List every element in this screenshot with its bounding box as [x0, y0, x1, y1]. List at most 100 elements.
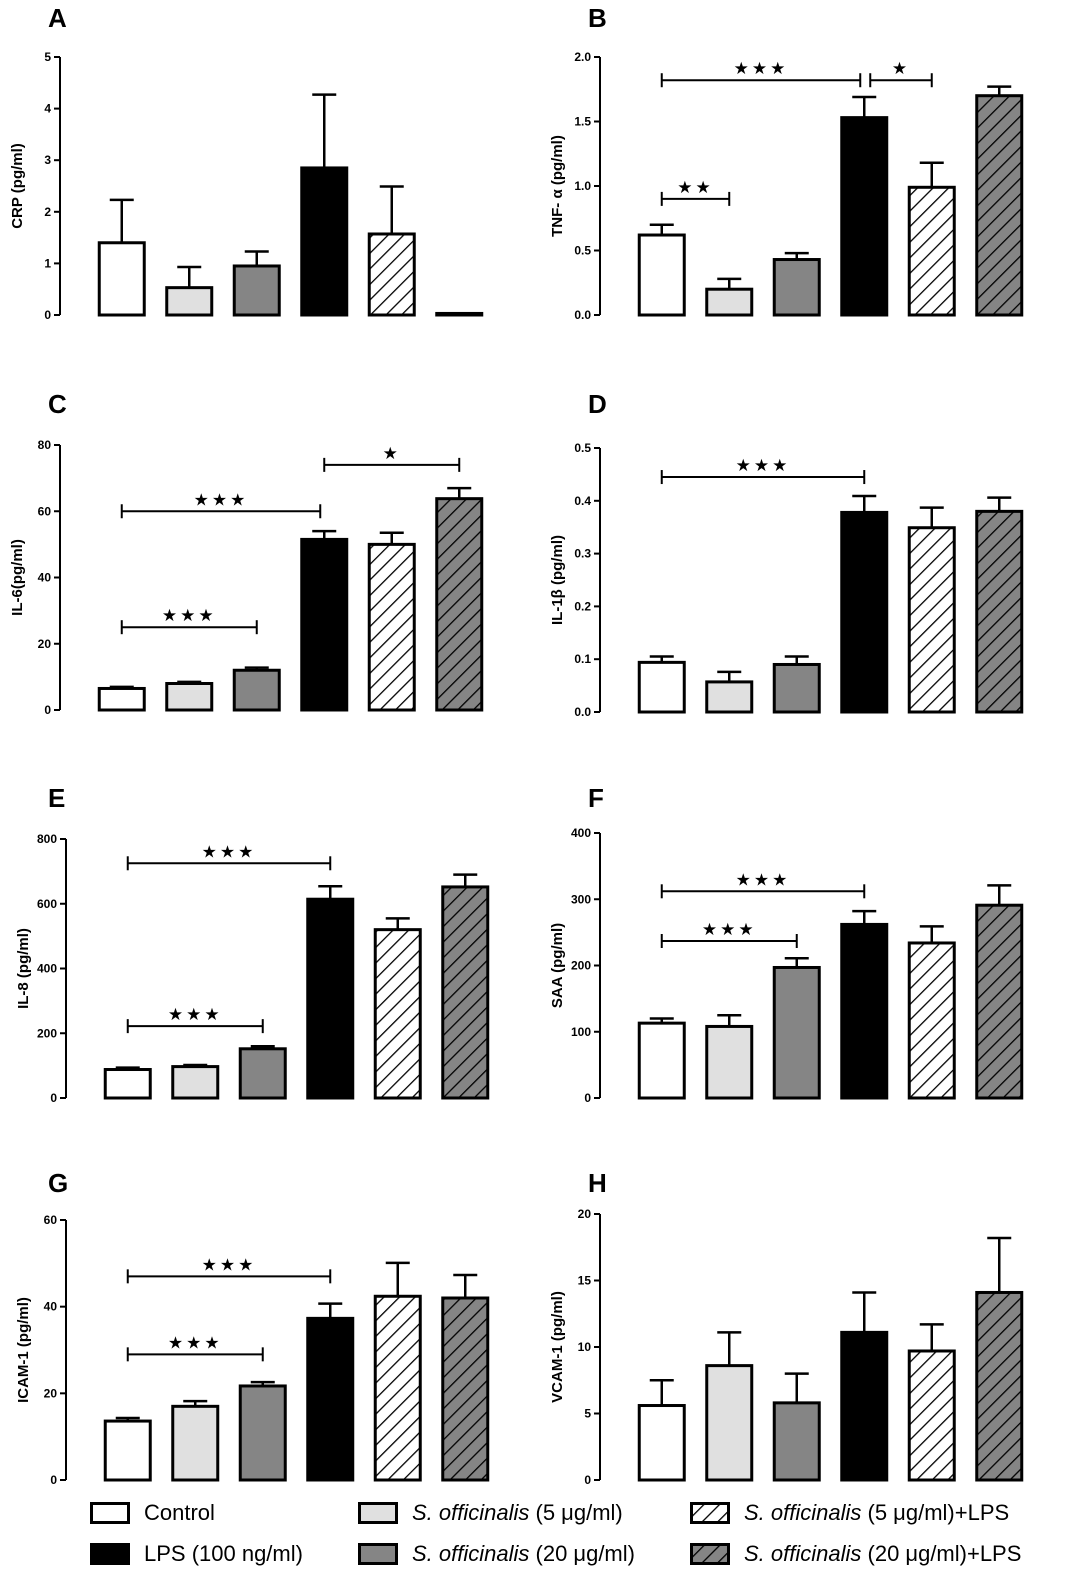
y-tick-label: 5: [44, 50, 51, 64]
panel-d: D 0.0 0.1 0.2 0.3 0.4 0.5 IL-1β (pg/ml) ★★★: [549, 389, 1024, 719]
bar: [103, 1068, 152, 1100]
bar: [637, 660, 686, 714]
y-tick-label: 40: [38, 571, 52, 585]
significance-label: ★★★: [168, 1333, 223, 1353]
bar: [637, 1021, 686, 1100]
bar: [840, 510, 889, 714]
y-axis-label: TNF- α (pg/ml): [549, 135, 566, 237]
significance-label: ★★★: [202, 1255, 257, 1275]
significance-label: ★★★: [736, 456, 791, 476]
y-axis-label: IL-6(pg/ml): [9, 539, 26, 616]
bar: [840, 922, 889, 1100]
bar: [907, 526, 956, 714]
bar: [637, 233, 686, 317]
bar: [435, 311, 484, 317]
bar: [373, 1294, 422, 1482]
bar: [907, 185, 956, 317]
bar: [907, 1349, 956, 1482]
bar: [306, 1316, 355, 1482]
panel-a: A 0 1 2 3 4 5 CRP (pg/ml): [9, 3, 484, 322]
y-axis-label: SAA (pg/ml): [549, 923, 566, 1008]
bar: [103, 1419, 152, 1482]
bar: [373, 928, 422, 1100]
bar: [232, 668, 281, 712]
y-tick-label: 300: [571, 892, 591, 906]
y-tick-label: 0.5: [574, 244, 591, 258]
y-tick-label: 600: [37, 897, 57, 911]
y-tick-label: 20: [578, 1207, 592, 1221]
y-tick-label: 200: [37, 1026, 57, 1040]
bar: [840, 116, 889, 317]
y-tick-label: 5: [584, 1407, 591, 1421]
bar: [975, 1290, 1024, 1482]
panel-letter: F: [588, 783, 604, 813]
y-tick-label: 1.5: [574, 115, 591, 129]
bar: [975, 903, 1024, 1100]
bar: [232, 264, 281, 317]
significance-label: ★★★: [194, 490, 249, 510]
bar: [171, 1404, 220, 1482]
y-tick-label: 200: [571, 959, 591, 973]
panel-letter: A: [48, 3, 67, 33]
significance-label: ★★★: [734, 59, 789, 79]
bar: [441, 1296, 490, 1482]
bar: [975, 94, 1024, 317]
y-tick-label: 0.2: [574, 599, 591, 613]
bar: [441, 885, 490, 1100]
bar: [367, 232, 416, 317]
y-tick-label: 80: [38, 438, 52, 452]
y-tick-label: 0.3: [574, 547, 591, 561]
y-tick-label: 10: [578, 1340, 592, 1354]
panel-letter: D: [588, 389, 607, 419]
y-axis-label: ICAM-1 (pg/ml): [15, 1297, 32, 1403]
y-tick-label: 0.5: [574, 441, 591, 455]
y-tick-label: 0: [584, 1091, 591, 1105]
panel-letter: G: [48, 1168, 68, 1198]
y-tick-label: 0.0: [574, 308, 591, 322]
y-tick-label: 15: [578, 1274, 592, 1288]
bar: [637, 1404, 686, 1482]
y-axis-label: VCAM-1 (pg/ml): [549, 1291, 566, 1403]
y-tick-label: 40: [44, 1300, 58, 1314]
y-tick-label: 3: [44, 153, 51, 167]
bar: [705, 1364, 754, 1482]
y-tick-label: 400: [571, 826, 591, 840]
y-tick-label: 60: [44, 1213, 58, 1227]
bar: [171, 1065, 220, 1100]
significance-label: ★★★: [736, 870, 791, 890]
panel-letter: E: [48, 783, 65, 813]
y-axis-label: CRP (pg/ml): [9, 143, 26, 229]
panel-h: H 0 5 10 15 20 VCAM-1 (pg/ml): [549, 1168, 1024, 1487]
y-tick-label: 1: [44, 256, 51, 270]
bar: [238, 1047, 287, 1100]
bar: [907, 941, 956, 1100]
significance-label: ★★★: [168, 1005, 223, 1025]
y-tick-label: 0: [50, 1091, 57, 1105]
panel-f: F 0 100 200 300 400 SAA (pg/ml) ★★★ ★★★: [549, 783, 1024, 1105]
bar: [705, 680, 754, 714]
significance-label: ★★★: [702, 920, 757, 940]
bar: [772, 965, 821, 1100]
bar: [772, 258, 821, 317]
panel-letter: H: [588, 1168, 607, 1198]
y-tick-label: 1.0: [574, 179, 591, 193]
significance-label: ★★★: [162, 606, 217, 626]
y-tick-label: 0: [44, 703, 51, 717]
y-tick-label: 100: [571, 1025, 591, 1039]
y-tick-label: 0: [584, 1473, 591, 1487]
bar: [840, 1330, 889, 1482]
y-tick-label: 0.1: [574, 652, 591, 666]
significance-label: ★: [892, 59, 910, 79]
y-axis-label: IL-8 (pg/ml): [15, 928, 32, 1009]
y-tick-label: 0.4: [574, 494, 591, 508]
panel-e: E 0 200 400 600 800 IL-8 (pg/ml) ★★★ ★★★: [15, 783, 490, 1105]
y-tick-label: 60: [38, 504, 52, 518]
panel-letter: C: [48, 389, 67, 419]
bar: [975, 509, 1024, 714]
y-tick-label: 20: [44, 1386, 58, 1400]
y-tick-label: 20: [38, 637, 52, 651]
bar: [97, 241, 146, 317]
